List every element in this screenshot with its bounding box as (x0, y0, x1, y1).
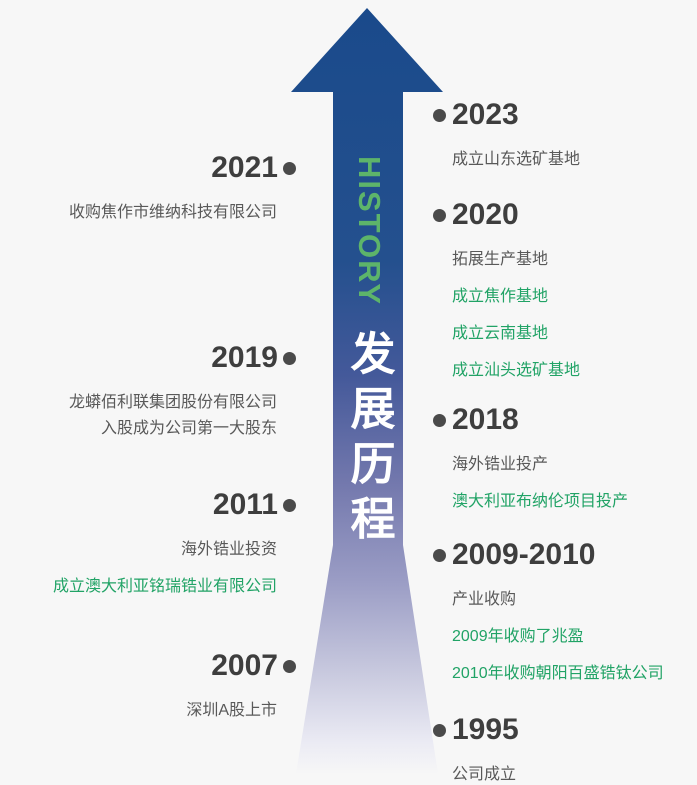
year-row: 2023 (433, 97, 580, 133)
timeline-entry-2018: 2018 海外锆业投产 澳大利亚布纳伦项目投产 (433, 402, 629, 512)
milestone-text: 拓展生产基地 (452, 251, 549, 268)
timeline-entry-1995: 1995 公司成立 (433, 712, 519, 785)
year-row: 2018 (433, 402, 628, 438)
year-row: 2007 (186, 648, 296, 684)
year-row: 2020 (433, 197, 580, 233)
milestone-text-highlight: 成立汕头选矿基地 (452, 362, 581, 379)
timeline-dot-icon (433, 108, 446, 122)
arrow-shape (291, 8, 443, 774)
milestone-text: 海外锆业投资 (180, 541, 277, 558)
timeline-dot-icon (433, 548, 446, 562)
timeline-entry-2020: 2020 拓展生产基地 成立焦作基地 成立云南基地 成立汕头选矿基地 (433, 197, 581, 381)
timeline-dot-icon (283, 161, 296, 175)
year-row: 2019 (69, 340, 296, 376)
year-label: 2018 (452, 403, 519, 436)
year-label: 2011 (212, 488, 278, 521)
timeline-dot-icon (433, 723, 446, 737)
milestone-text: 成立山东选矿基地 (452, 151, 581, 168)
milestone-text: 深圳A股上市 (186, 702, 277, 719)
milestone-text: 入股成为公司第一大股东 (100, 420, 277, 437)
year-label: 2007 (211, 649, 278, 682)
timeline-dot-icon (433, 413, 446, 427)
history-label-zh: 发展历程 (343, 330, 395, 550)
year-label: 2020 (452, 198, 519, 231)
timeline-entry-2019: 2019 龙蟒佰利联集团股份有限公司 入股成为公司第一大股东 (68, 340, 296, 439)
milestone-text: 收购焦作市维纳科技有限公司 (68, 204, 277, 221)
year-row: 1995 (433, 712, 519, 748)
timeline-entry-2011: 2011 海外锆业投资 成立澳大利亚铭瑞锆业有限公司 (52, 487, 296, 597)
milestone-text-highlight: 成立澳大利亚铭瑞锆业有限公司 (52, 578, 277, 595)
milestone-text-highlight: 2009年收购了兆盈 (452, 628, 584, 645)
milestone-text: 产业收购 (452, 591, 517, 608)
year-row: 2011 (53, 487, 296, 523)
timeline-entry-2007: 2007 深圳A股上市 (186, 648, 296, 721)
year-row: 2009-2010 (433, 537, 664, 573)
milestone-text-highlight: 成立云南基地 (452, 325, 549, 342)
milestone-text: 海外锆业投产 (452, 456, 549, 473)
milestone-text-highlight: 成立焦作基地 (452, 288, 549, 305)
milestone-text-highlight: 澳大利亚布纳伦项目投产 (452, 493, 629, 510)
milestone-text-highlight: 2010年收购朝阳百盛锆钛公司 (452, 665, 664, 682)
year-label: 2019 (211, 341, 278, 374)
timeline-entry-2021: 2021 收购焦作市维纳科技有限公司 (68, 150, 296, 223)
timeline-dot-icon (283, 498, 296, 512)
year-label: 2023 (452, 98, 519, 131)
milestone-text: 公司成立 (452, 766, 517, 783)
milestone-text: 龙蟒佰利联集团股份有限公司 (68, 394, 277, 411)
year-row: 2021 (69, 150, 296, 186)
year-label: 2009-2010 (452, 538, 596, 571)
timeline-dot-icon (283, 351, 296, 365)
year-label: 2021 (211, 151, 278, 184)
history-label-en: HISTORY (352, 155, 387, 307)
timeline-dot-icon (433, 208, 446, 222)
timeline-entry-2023: 2023 成立山东选矿基地 (433, 97, 581, 170)
year-label: 1995 (452, 713, 519, 746)
timeline-dot-icon (283, 659, 296, 673)
timeline-entry-2009-2010: 2009-2010 产业收购 2009年收购了兆盈 2010年收购朝阳百盛锆钛公… (433, 537, 664, 684)
